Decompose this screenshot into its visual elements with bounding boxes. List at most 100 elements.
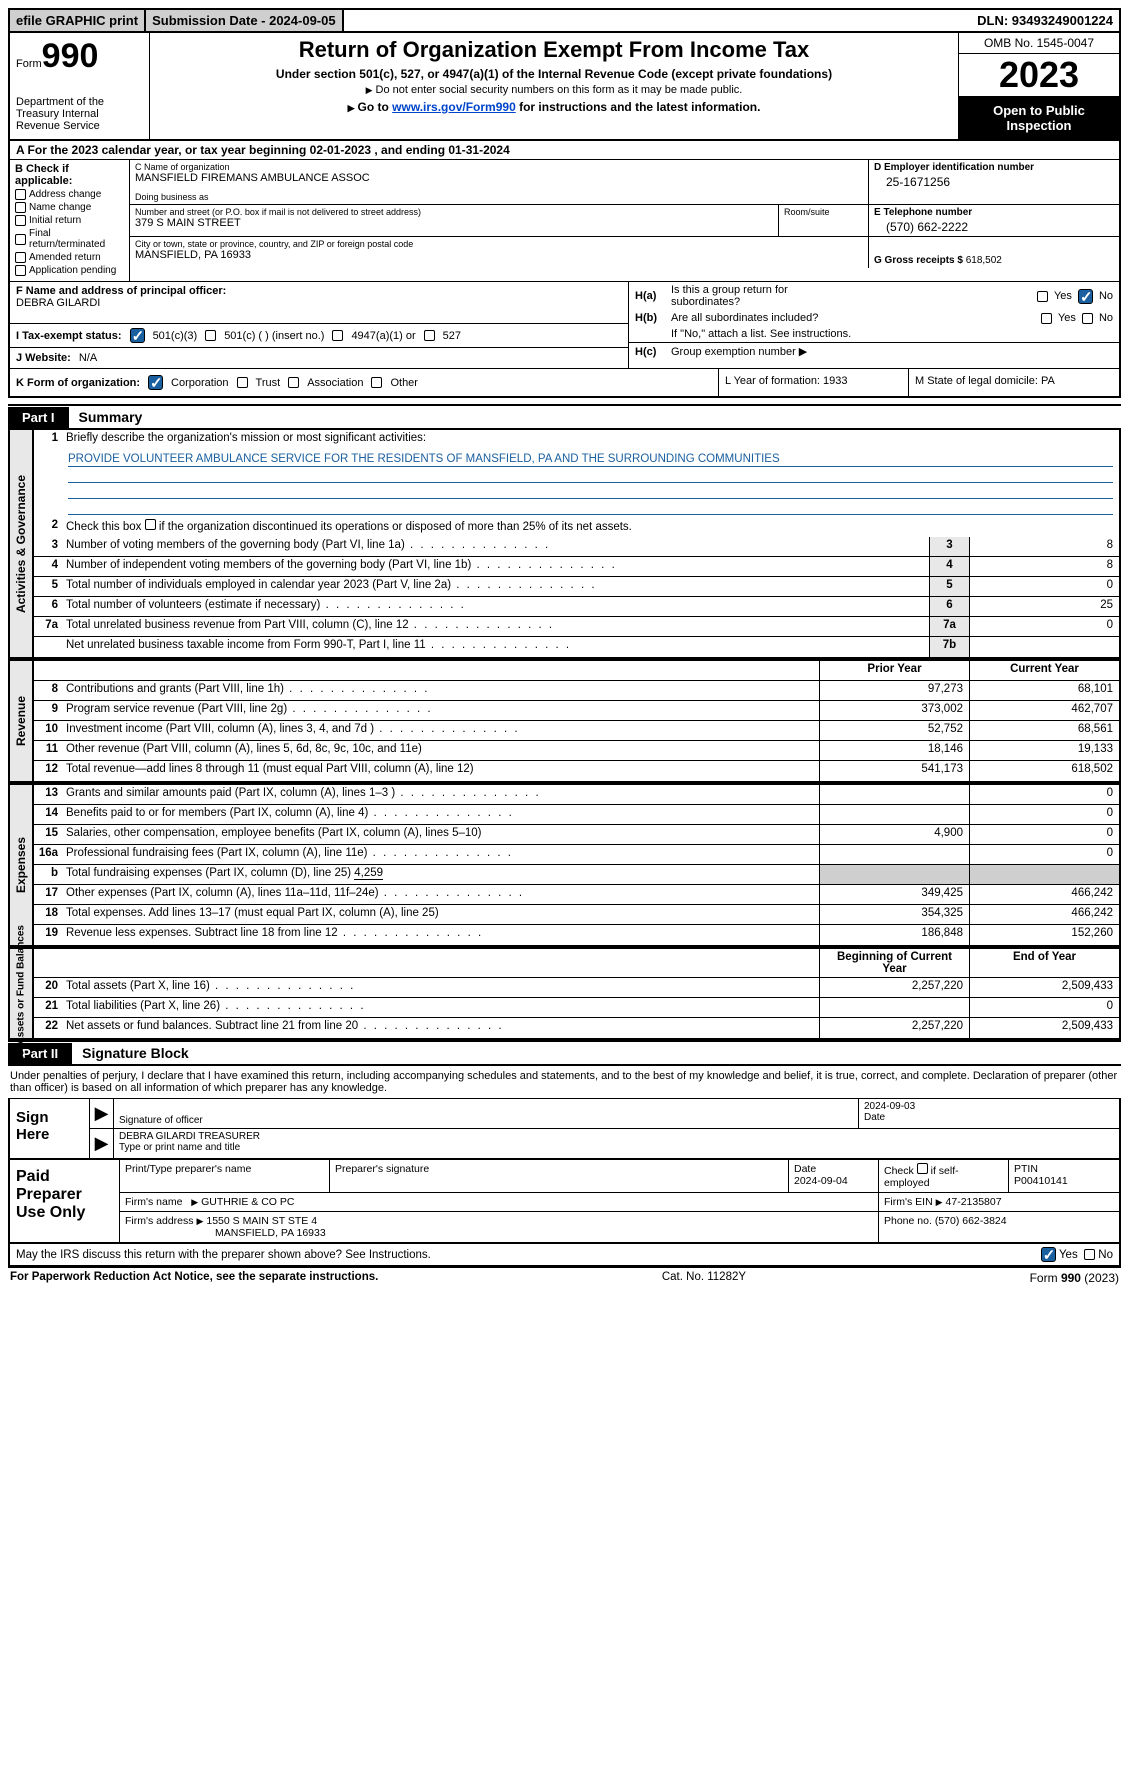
vtab-net-assets: Net Assets or Fund Balances xyxy=(16,924,27,1062)
form-footer: Form 990 (2023) xyxy=(1030,1271,1119,1285)
chk-trust[interactable] xyxy=(237,377,248,388)
firm-phone-label: Phone no. xyxy=(884,1215,932,1227)
chk-other[interactable] xyxy=(371,377,382,388)
phone-value: (570) 662-2222 xyxy=(874,218,1114,234)
line22: Net assets or fund balances. Subtract li… xyxy=(62,1018,819,1038)
hb-no[interactable] xyxy=(1082,313,1093,324)
arrow-icon: ▶ xyxy=(90,1099,114,1128)
chk-association[interactable] xyxy=(288,377,299,388)
instructions-link-row: Go to www.irs.gov/Form990 for instructio… xyxy=(156,100,952,114)
val4: 8 xyxy=(969,557,1119,576)
open-to-public: Open to Public Inspection xyxy=(959,97,1119,139)
firm-name-label: Firm's name xyxy=(125,1196,182,1208)
hb-note: If "No," attach a list. See instructions… xyxy=(671,328,1113,340)
name-title-label: Type or print name and title xyxy=(119,1142,1114,1153)
preparer-block: Paid Preparer Use Only Print/Type prepar… xyxy=(8,1160,1121,1244)
hdr-beginning: Beginning of Current Year xyxy=(819,949,969,977)
chk-corporation[interactable] xyxy=(148,375,163,390)
chk-address-change[interactable] xyxy=(15,189,26,200)
line7a: Total unrelated business revenue from Pa… xyxy=(62,617,929,636)
form-number: 990 xyxy=(42,37,99,75)
firm-phone: (570) 662-3824 xyxy=(935,1215,1007,1227)
form-label: Form xyxy=(16,58,42,70)
firm-addr2: MANSFIELD, PA 16933 xyxy=(215,1227,326,1239)
val7b xyxy=(969,637,1119,657)
chk-self-employed[interactable] xyxy=(917,1163,928,1174)
val6: 25 xyxy=(969,597,1119,616)
line6: Total number of volunteers (estimate if … xyxy=(62,597,929,616)
efile-print-button[interactable]: efile GRAPHIC print xyxy=(10,10,146,31)
chk-501c[interactable] xyxy=(205,330,216,341)
vtab-governance: Activities & Governance xyxy=(14,474,28,612)
line3: Number of voting members of the governin… xyxy=(62,537,929,556)
omb-number: OMB No. 1545-0047 xyxy=(959,33,1119,54)
firm-addr1: 1550 S MAIN ST STE 4 xyxy=(206,1215,317,1227)
tax-status-label: I Tax-exempt status: xyxy=(16,330,122,342)
cat-no: Cat. No. 11282Y xyxy=(662,1271,746,1285)
line7b: Net unrelated business taxable income fr… xyxy=(62,637,929,657)
gross-receipts-label: G Gross receipts $ xyxy=(874,255,963,266)
org-name-label: C Name of organization xyxy=(135,162,863,172)
line1-label: Briefly describe the organization's miss… xyxy=(62,430,1119,450)
chk-initial-return[interactable] xyxy=(15,215,26,226)
val5: 0 xyxy=(969,577,1119,596)
website-label: J Website: xyxy=(16,352,71,364)
officer-name: DEBRA GILARDI xyxy=(16,297,100,309)
city-label: City or town, state or province, country… xyxy=(135,239,863,249)
ein-value: 25-1671256 xyxy=(874,173,1114,189)
top-bar: efile GRAPHIC print Submission Date - 20… xyxy=(8,8,1121,33)
tax-period: A For the 2023 calendar year, or tax yea… xyxy=(8,141,1121,160)
discuss-yes[interactable] xyxy=(1041,1247,1056,1262)
ha-yes[interactable] xyxy=(1037,291,1048,302)
box-b-label: B Check if applicable: xyxy=(15,163,124,187)
sig-date-value: 2024-09-03 xyxy=(864,1101,1114,1112)
line9: Program service revenue (Part VIII, line… xyxy=(62,701,819,720)
prep-selfemp: Check if self-employed xyxy=(879,1160,1009,1192)
hb-yes[interactable] xyxy=(1041,313,1052,324)
ha-no[interactable] xyxy=(1078,289,1093,304)
line16b: Total fundraising expenses (Part IX, col… xyxy=(62,865,819,884)
line21: Total liabilities (Part X, line 26) xyxy=(62,998,819,1017)
ssn-note: Do not enter social security numbers on … xyxy=(156,84,952,96)
chk-final-return[interactable] xyxy=(15,234,26,245)
arrow-icon: ▶ xyxy=(90,1129,114,1158)
chk-application-pending[interactable] xyxy=(15,265,26,276)
irs-link[interactable]: www.irs.gov/Form990 xyxy=(392,100,516,114)
paperwork-notice: For Paperwork Reduction Act Notice, see … xyxy=(10,1271,378,1285)
line14: Benefits paid to or for members (Part IX… xyxy=(62,805,819,824)
ptin-label: PTIN xyxy=(1014,1163,1038,1175)
chk-4947[interactable] xyxy=(332,330,343,341)
line12: Total revenue—add lines 8 through 11 (mu… xyxy=(62,761,819,781)
line2: Check this box if the organization disco… xyxy=(62,517,1119,537)
chk-amended-return[interactable] xyxy=(15,252,26,263)
officer-label: F Name and address of principal officer: xyxy=(16,285,226,297)
vtab-revenue: Revenue xyxy=(14,696,28,746)
phone-label: E Telephone number xyxy=(874,207,1114,218)
gross-receipts-value: 618,502 xyxy=(966,255,1002,266)
chk-501c3[interactable] xyxy=(130,328,145,343)
chk-discontinued[interactable] xyxy=(145,519,156,530)
line4: Number of independent voting members of … xyxy=(62,557,929,576)
perjury-statement: Under penalties of perjury, I declare th… xyxy=(8,1066,1121,1099)
ha-text: Is this a group return forsubordinates? xyxy=(671,284,1037,308)
street-value: 379 S MAIN STREET xyxy=(135,217,773,229)
signature-block: Sign Here ▶ Signature of officer 2024-09… xyxy=(8,1099,1121,1160)
firm-name: GUTHRIE & CO PC xyxy=(201,1196,294,1208)
part2-header: Part II Signature Block xyxy=(8,1040,1121,1066)
state-domicile: M State of legal domicile: PA xyxy=(909,369,1119,396)
vtab-expenses: Expenses xyxy=(14,837,28,893)
submission-date: Submission Date - 2024-09-05 xyxy=(146,10,344,31)
box-k-label: K Form of organization: xyxy=(16,377,140,389)
street-label: Number and street (or P.O. box if mail i… xyxy=(135,207,773,217)
line10: Investment income (Part VIII, column (A)… xyxy=(62,721,819,740)
tax-year: 2023 xyxy=(959,54,1119,97)
firm-addr-label: Firm's address xyxy=(125,1215,194,1227)
discuss-no[interactable] xyxy=(1084,1249,1095,1260)
mission-text: PROVIDE VOLUNTEER AMBULANCE SERVICE FOR … xyxy=(68,452,1113,467)
chk-527[interactable] xyxy=(424,330,435,341)
year-formation: L Year of formation: 1933 xyxy=(719,369,909,396)
firm-ein: 47-2135807 xyxy=(946,1196,1002,1208)
line15: Salaries, other compensation, employee b… xyxy=(62,825,819,844)
hdr-prior: Prior Year xyxy=(819,661,969,680)
chk-name-change[interactable] xyxy=(15,202,26,213)
